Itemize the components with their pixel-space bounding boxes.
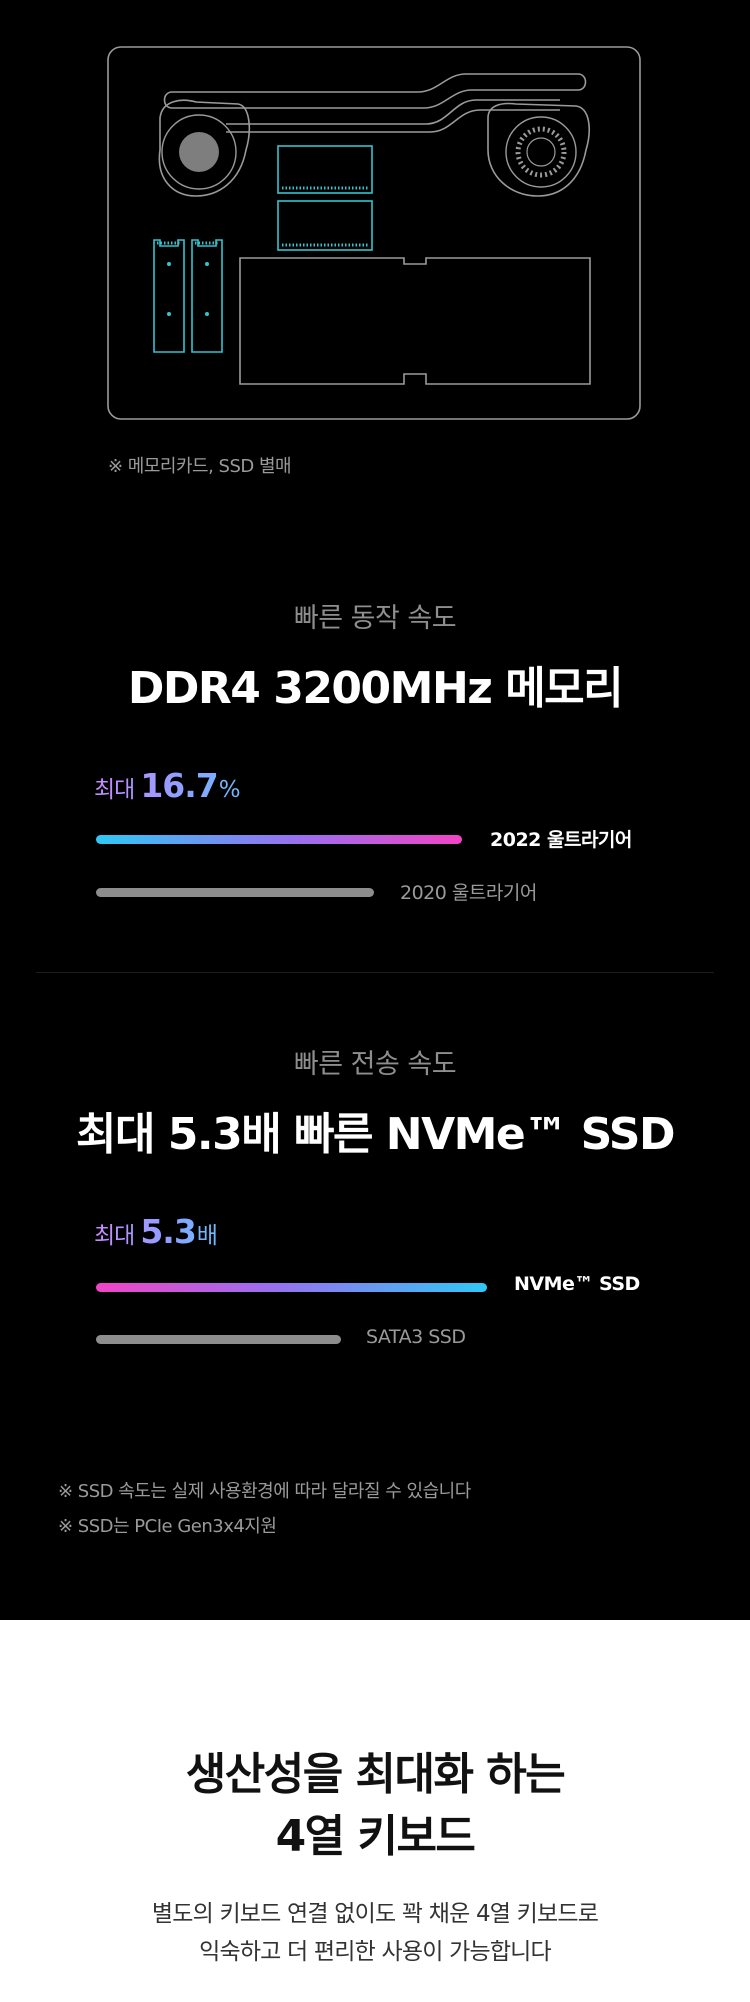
laptop-internals-diagram (107, 46, 641, 420)
heat-pipe-lower-2 (226, 109, 560, 133)
ssd-bar-sata-label: SATA3 SSD (366, 1326, 466, 1348)
keyboard-section: 생산성을 최대화 하는 4열 키보드 별도의 키보드 연결 없이도 꽉 채운 4… (0, 1620, 750, 2002)
memory-max-improvement: 최대 16.7 % (94, 766, 240, 805)
ssd-max-value: 5.3 (140, 1212, 196, 1251)
memory-section-eyebrow: 빠른 동작 속도 (293, 603, 457, 634)
memory-max-suffix: % (218, 777, 240, 803)
memory-section-headline: DDR4 3200MHz 메모리 (127, 663, 624, 714)
chassis-outline (107, 46, 641, 420)
ssd-max-prefix: 최대 (94, 1223, 135, 1249)
ssd-speed-note: ※ SSD 속도는 실제 사용환경에 따라 달라질 수 있습니다 (58, 1481, 471, 1502)
section-divider (36, 972, 714, 973)
memory-slots (277, 145, 373, 251)
keyboard-title-line1: 생산성을 최대화 하는 (185, 1749, 566, 1800)
heat-pipe-lower (226, 99, 560, 125)
ssd-section-headline: 최대 5.3배 빠른 NVMe™ SSD (75, 1109, 676, 1160)
right-cooling-fan (487, 102, 590, 197)
ssd-bar-sata (96, 1335, 341, 1344)
memory-bar-2020-label: 2020 울트라기어 (400, 882, 537, 904)
heat-pipe-upper (163, 73, 587, 109)
memory-max-value: 16.7 (140, 766, 218, 805)
memory-sold-separately-note: ※ 메모리카드, SSD 별매 (108, 456, 292, 477)
memory-bar-2022 (96, 835, 462, 844)
ssd-max-improvement: 최대 5.3 배 (94, 1212, 217, 1251)
keyboard-title-line2: 4열 키보드 (275, 1811, 476, 1862)
left-cooling-fan (158, 99, 251, 197)
ssd-section-eyebrow: 빠른 전송 속도 (293, 1049, 457, 1080)
ssd-bar-nvme (96, 1283, 487, 1292)
ssd-interface-note: ※ SSD는 PCIe Gen3x4지원 (58, 1516, 277, 1537)
keyboard-desc-line2: 익숙하고 더 편리한 사용이 가능합니다 (199, 1939, 552, 1965)
memory-bar-2022-label: 2022 울트라기어 (490, 829, 632, 851)
ssd-bar-nvme-label: NVMe™ SSD (514, 1273, 640, 1295)
memory-max-prefix: 최대 (94, 777, 135, 803)
battery-outline (239, 257, 591, 385)
keyboard-desc-line1: 별도의 키보드 연결 없이도 꽉 채운 4열 키보드로 (151, 1901, 599, 1927)
ssd-max-suffix: 배 (196, 1223, 217, 1249)
ssd-slots (153, 239, 223, 353)
memory-bar-2020 (96, 888, 374, 897)
